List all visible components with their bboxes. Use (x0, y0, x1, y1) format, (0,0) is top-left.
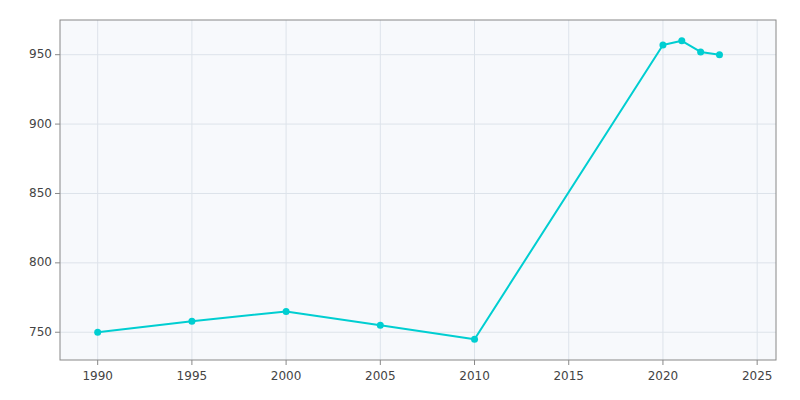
y-tick (55, 54, 60, 55)
data-point (659, 41, 666, 48)
x-tick-label: 1990 (82, 369, 113, 383)
y-tick (55, 124, 60, 125)
x-tick-label: 2015 (553, 369, 584, 383)
x-tick (191, 360, 192, 365)
x-tick (97, 360, 98, 365)
data-point (94, 329, 101, 336)
plot-background (60, 20, 776, 360)
x-tick-label: 2025 (742, 369, 773, 383)
y-grid-line (60, 54, 776, 55)
y-grid-line (60, 262, 776, 263)
axes: 750 800 850 900 950 1990 1995 2000 2005 2010 2015 2… (29, 20, 776, 383)
x-tick-label: 2000 (271, 369, 302, 383)
x-tick (380, 360, 381, 365)
x-tick (662, 360, 663, 365)
x-tick (757, 360, 758, 365)
data-point (377, 322, 384, 329)
y-tick-label: 900 (29, 117, 52, 131)
data-point (283, 308, 290, 315)
x-tick (474, 360, 475, 365)
x-tick (286, 360, 287, 365)
grid (60, 20, 776, 360)
x-grid-line (191, 20, 192, 360)
x-grid-line (97, 20, 98, 360)
data-point (678, 37, 685, 44)
data-point (188, 318, 195, 325)
data-line (98, 41, 720, 339)
chart-svg: 750 800 850 900 950 1990 1995 2000 2005 2010 2015 2… (0, 0, 800, 400)
x-grid-line (757, 20, 758, 360)
y-tick-label: 950 (29, 47, 52, 61)
y-tick-label: 850 (29, 186, 52, 200)
x-tick-label: 1995 (177, 369, 208, 383)
y-grid-line (60, 124, 776, 125)
x-grid-line (662, 20, 663, 360)
data-point (697, 48, 704, 55)
y-tick (55, 332, 60, 333)
x-tick (568, 360, 569, 365)
y-grid-line (60, 193, 776, 194)
y-tick-label: 800 (29, 255, 52, 269)
y-tick-label: 750 (29, 325, 52, 339)
data-point (716, 51, 723, 58)
x-grid-line (474, 20, 475, 360)
y-tick (55, 193, 60, 194)
x-tick-label: 2020 (648, 369, 679, 383)
x-tick-label: 2005 (365, 369, 396, 383)
data-point (471, 336, 478, 343)
x-tick-label: 2010 (459, 369, 490, 383)
chart-container: 750 800 850 900 950 1990 1995 2000 2005 2010 2015 2… (0, 0, 800, 400)
plot-frame (60, 20, 776, 360)
y-tick (55, 262, 60, 263)
data-layer (94, 37, 723, 342)
y-grid-line (60, 332, 776, 333)
x-grid-line (380, 20, 381, 360)
